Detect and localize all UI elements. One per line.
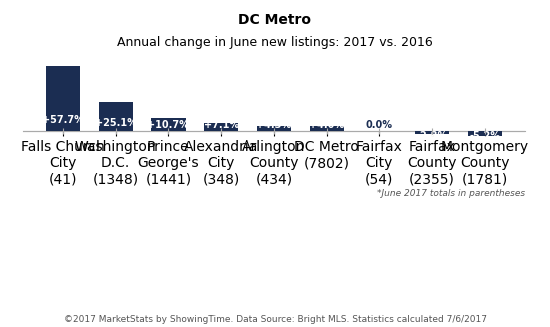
Bar — [46, 66, 80, 130]
Text: Annual change in June new listings: 2017 vs. 2016: Annual change in June new listings: 2017… — [117, 36, 433, 49]
Text: +4.3%: +4.3% — [256, 120, 292, 130]
Text: +25.1%: +25.1% — [95, 118, 136, 128]
Text: +10.7%: +10.7% — [147, 120, 189, 129]
Bar — [257, 126, 291, 130]
Text: DC Metro: DC Metro — [239, 13, 311, 27]
Bar — [468, 130, 502, 136]
Bar — [310, 126, 344, 130]
Bar — [204, 123, 238, 130]
Bar — [151, 118, 185, 130]
Title: DC Metro
Annual change in June new listings: 2017 vs. 2016: DC Metro Annual change in June new listi… — [0, 326, 1, 327]
Bar — [415, 130, 449, 134]
Text: +4.0%: +4.0% — [309, 120, 344, 130]
Text: +7.1%: +7.1% — [204, 120, 239, 130]
Text: ©2017 MarketStats by ShowingTime. Data Source: Bright MLS. Statistics calculated: ©2017 MarketStats by ShowingTime. Data S… — [63, 315, 487, 324]
Text: +57.7%: +57.7% — [42, 115, 84, 125]
Text: -2.8%: -2.8% — [416, 131, 448, 141]
Text: -5.2%: -5.2% — [469, 131, 500, 141]
Text: *June 2017 totals in parentheses: *June 2017 totals in parentheses — [377, 189, 525, 198]
Text: 0.0%: 0.0% — [366, 120, 393, 130]
Bar — [98, 102, 133, 130]
